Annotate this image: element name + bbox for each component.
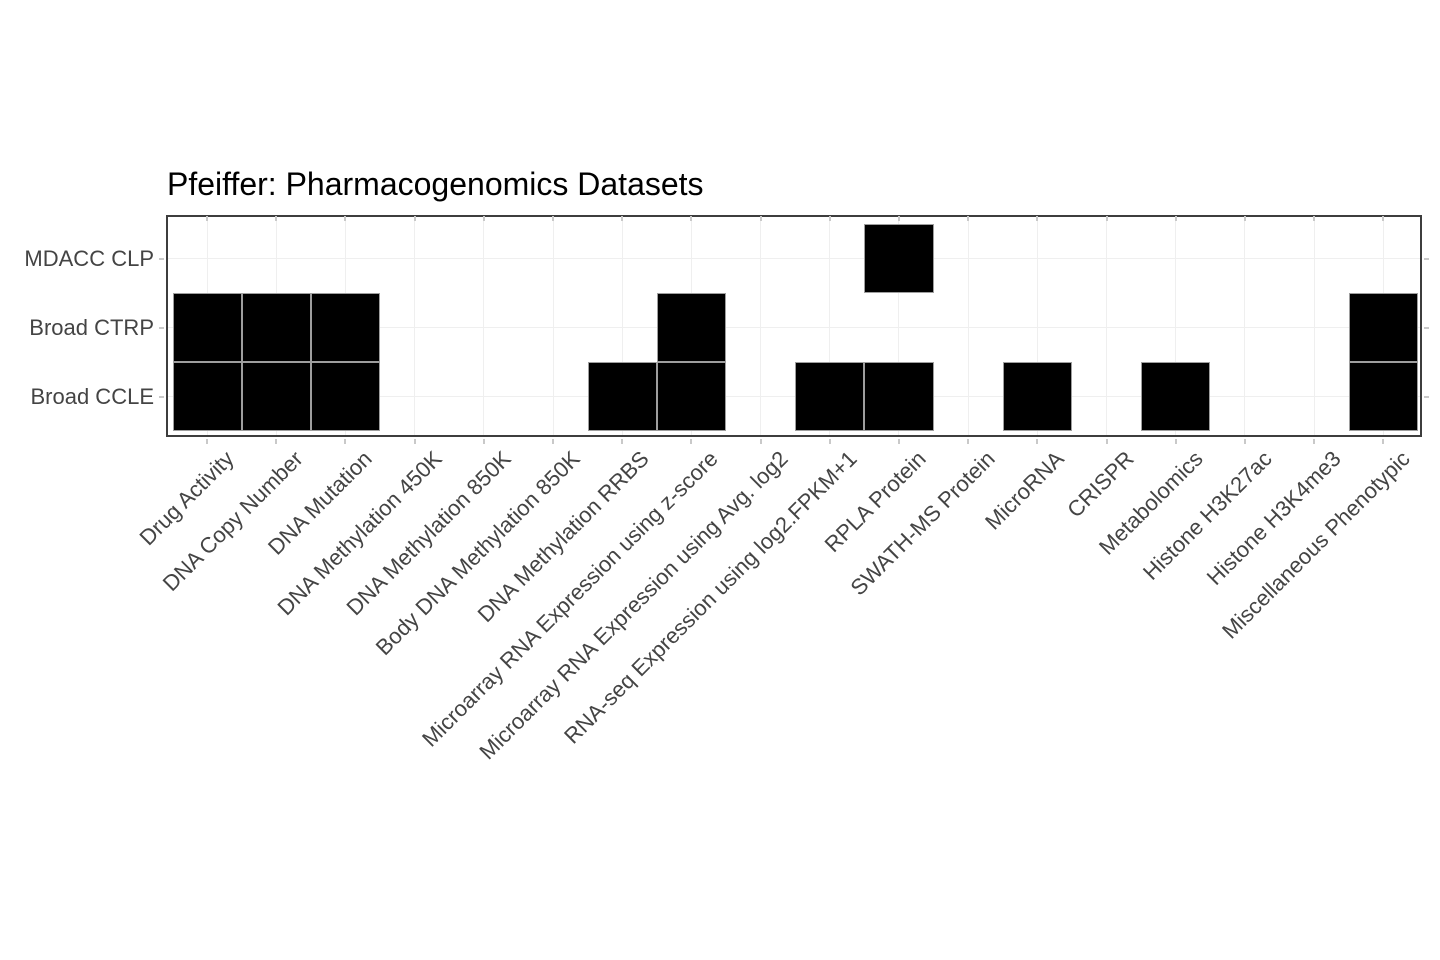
axis-tick-bottom — [1382, 439, 1385, 444]
axis-tick-bottom — [344, 439, 347, 444]
axis-tick-bottom — [967, 439, 970, 444]
axis-tick-top — [275, 216, 278, 221]
axis-tick-bottom — [552, 439, 555, 444]
axis-tick-top — [759, 216, 762, 221]
axis-tick-left — [159, 257, 164, 260]
axis-tick-bottom — [897, 439, 900, 444]
axis-tick-top — [1105, 216, 1108, 221]
heatmap-tile — [241, 293, 311, 362]
heatmap-tile — [1348, 293, 1418, 362]
axis-tick-bottom — [1243, 439, 1246, 444]
gridline-vertical — [829, 217, 831, 435]
y-axis-label: Broad CTRP — [29, 314, 154, 340]
heatmap-tile — [587, 362, 657, 431]
axis-tick-bottom — [1313, 439, 1316, 444]
gridline-vertical — [1106, 217, 1108, 435]
axis-tick-top — [1382, 216, 1385, 221]
gridline-vertical — [1244, 217, 1246, 435]
axis-tick-bottom — [413, 439, 416, 444]
gridline-horizontal — [168, 327, 1420, 328]
axis-tick-top — [967, 216, 970, 221]
heatmap-tile — [172, 362, 242, 431]
axis-tick-bottom — [828, 439, 831, 444]
axis-tick-right — [1424, 257, 1429, 260]
axis-tick-bottom — [206, 439, 209, 444]
axis-tick-top — [344, 216, 347, 221]
axis-tick-top — [1313, 216, 1316, 221]
axis-tick-top — [897, 216, 900, 221]
axis-tick-left — [159, 326, 164, 329]
heatmap-tile — [1348, 362, 1418, 431]
axis-tick-bottom — [1036, 439, 1039, 444]
axis-tick-top — [1243, 216, 1246, 221]
axis-tick-top — [482, 216, 485, 221]
gridline-vertical — [1036, 217, 1038, 435]
axis-tick-left — [159, 395, 164, 398]
heatmap-tile — [656, 362, 727, 431]
axis-tick-bottom — [1105, 439, 1108, 444]
axis-tick-top — [206, 216, 209, 221]
axis-tick-right — [1424, 395, 1429, 398]
heatmap-tile — [310, 362, 381, 431]
heatmap-tile — [1002, 362, 1072, 431]
plot-panel — [159, 215, 1429, 444]
gridline-vertical — [621, 217, 623, 435]
axis-tick-top — [690, 216, 693, 221]
y-axis-label: MDACC CLP — [24, 245, 154, 271]
heatmap-tile — [1141, 362, 1211, 431]
axis-tick-top — [413, 216, 416, 221]
gridline-vertical — [1175, 217, 1177, 435]
axis-tick-bottom — [690, 439, 693, 444]
axis-tick-top — [552, 216, 555, 221]
axis-tick-right — [1424, 326, 1429, 329]
gridline-vertical — [552, 217, 554, 435]
heatmap-tile — [864, 224, 934, 293]
axis-tick-top — [621, 216, 624, 221]
axis-tick-top — [1036, 216, 1039, 221]
axis-tick-top — [828, 216, 831, 221]
axis-tick-bottom — [621, 439, 624, 444]
axis-tick-bottom — [1174, 439, 1177, 444]
gridline-vertical — [898, 217, 900, 435]
gridline-horizontal — [168, 258, 1420, 259]
chart-title: Pfeiffer: Pharmacogenomics Datasets — [167, 166, 704, 202]
y-axis-label: Broad CCLE — [30, 383, 154, 409]
axis-tick-bottom — [759, 439, 762, 444]
heatmap-tile — [864, 362, 934, 431]
gridline-vertical — [760, 217, 762, 435]
gridline-vertical — [967, 217, 969, 435]
axis-tick-top — [1174, 216, 1177, 221]
heatmap-tile — [241, 362, 311, 431]
axis-tick-bottom — [275, 439, 278, 444]
gridline-vertical — [1313, 217, 1315, 435]
gridline-vertical — [483, 217, 485, 435]
heatmap-tile — [795, 362, 865, 431]
heatmap-tile — [310, 293, 381, 362]
heatmap-tile — [656, 293, 727, 362]
gridline-horizontal — [168, 396, 1420, 397]
axis-tick-bottom — [482, 439, 485, 444]
heatmap-tile — [172, 293, 242, 362]
gridline-vertical — [414, 217, 416, 435]
